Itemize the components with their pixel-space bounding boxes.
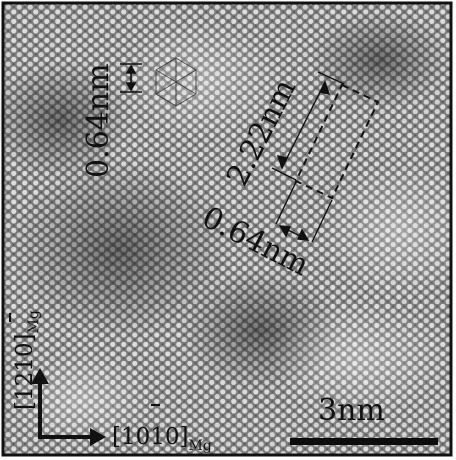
axis-label-horizontal: [1010]Mg (112, 424, 212, 454)
scale-bar-label: 3nm (318, 393, 385, 428)
unit-cell-outline (294, 83, 380, 200)
contrast-patches (0, 10, 456, 450)
orientation-axes (31, 368, 106, 446)
spacing-label-top: 0.64nm (81, 63, 116, 178)
scale-bar (290, 438, 438, 445)
hexagon-icon (155, 57, 197, 107)
axis-label-vertical: [1210]Mg (12, 310, 42, 410)
spacing-marker-rotated (275, 181, 333, 243)
spacing-marker-top (120, 63, 142, 93)
spacing-marker-long (271, 71, 345, 181)
